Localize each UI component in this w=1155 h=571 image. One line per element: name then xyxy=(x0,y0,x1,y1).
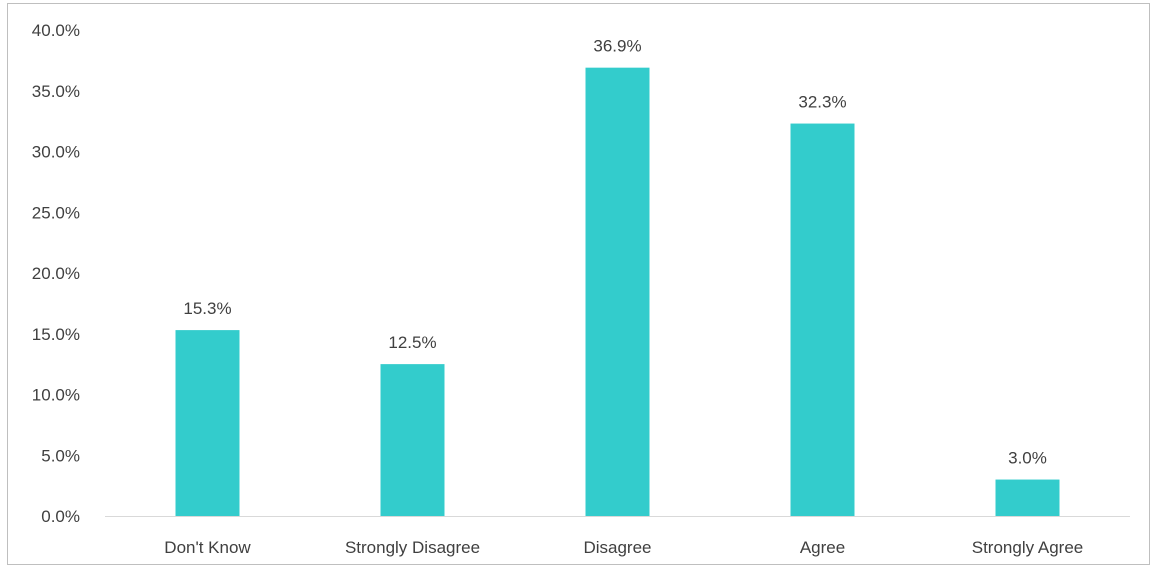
data-label: 3.0% xyxy=(1008,449,1047,468)
x-tick-label: Strongly Disagree xyxy=(345,538,480,557)
x-tick-label: Don't Know xyxy=(164,538,251,557)
y-axis-labels: 0.0% 5.0% 10.0% 15.0% 20.0% 25.0% 30.0% 35.0% 40… xyxy=(32,21,80,526)
x-tick-label: Agree xyxy=(800,538,845,557)
bar xyxy=(995,479,1060,516)
bar xyxy=(585,67,650,516)
y-tick-label: 25.0% xyxy=(32,203,80,222)
data-labels: 15.3% 12.5% 36.9% 32.3% 3.0% xyxy=(183,37,1046,468)
x-axis-labels: Don't Know Strongly Disagree Disagree Agree… xyxy=(164,538,1083,557)
y-tick-label: 40.0% xyxy=(32,21,80,40)
y-tick-label: 30.0% xyxy=(32,143,80,162)
y-tick-label: 10.0% xyxy=(32,386,80,405)
x-tick-label: Disagree xyxy=(583,538,651,557)
bars xyxy=(175,67,1060,517)
y-tick-label: 0.0% xyxy=(41,507,80,526)
bar xyxy=(790,123,855,517)
data-label: 15.3% xyxy=(183,299,231,318)
data-label: 12.5% xyxy=(388,333,436,352)
y-tick-label: 20.0% xyxy=(32,264,80,283)
y-tick-label: 5.0% xyxy=(41,446,80,465)
x-tick-label: Strongly Agree xyxy=(972,538,1084,557)
bar xyxy=(380,364,445,516)
y-tick-label: 35.0% xyxy=(32,82,80,101)
data-label: 36.9% xyxy=(593,37,641,56)
y-tick-label: 15.0% xyxy=(32,325,80,344)
bar xyxy=(175,330,240,516)
data-label: 32.3% xyxy=(798,93,846,112)
